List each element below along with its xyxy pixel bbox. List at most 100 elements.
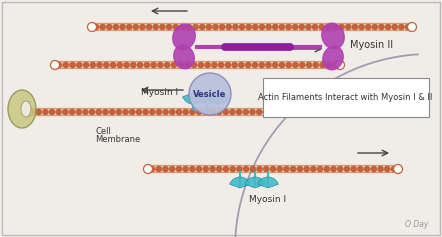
Circle shape (149, 109, 155, 115)
Circle shape (292, 24, 298, 30)
Circle shape (223, 166, 229, 172)
Circle shape (264, 43, 272, 51)
Circle shape (210, 166, 216, 172)
Circle shape (183, 109, 189, 115)
Circle shape (193, 24, 198, 30)
Circle shape (189, 73, 231, 115)
Circle shape (352, 24, 358, 30)
Circle shape (249, 43, 257, 51)
Circle shape (176, 109, 182, 115)
Circle shape (279, 24, 285, 30)
Circle shape (210, 109, 215, 115)
FancyBboxPatch shape (91, 23, 413, 31)
Wedge shape (209, 93, 229, 104)
Circle shape (313, 62, 319, 68)
Circle shape (224, 43, 232, 51)
Circle shape (164, 62, 170, 68)
Circle shape (243, 109, 249, 115)
Circle shape (312, 24, 318, 30)
Circle shape (384, 166, 390, 172)
Circle shape (171, 62, 177, 68)
Circle shape (76, 62, 82, 68)
Circle shape (316, 109, 322, 115)
Circle shape (151, 62, 156, 68)
Circle shape (206, 24, 212, 30)
Circle shape (343, 109, 349, 115)
Circle shape (183, 166, 189, 172)
Circle shape (199, 24, 205, 30)
Circle shape (277, 166, 283, 172)
Circle shape (304, 166, 309, 172)
Circle shape (23, 108, 33, 117)
Circle shape (283, 109, 289, 115)
Circle shape (221, 43, 229, 51)
Text: Cell: Cell (95, 127, 111, 136)
Circle shape (378, 24, 385, 30)
Circle shape (90, 62, 96, 68)
Circle shape (246, 24, 251, 30)
Circle shape (331, 166, 336, 172)
Circle shape (50, 60, 60, 69)
Ellipse shape (8, 90, 36, 128)
Circle shape (256, 109, 262, 115)
Circle shape (246, 43, 254, 51)
Circle shape (62, 109, 69, 115)
Circle shape (293, 62, 298, 68)
Circle shape (230, 43, 238, 51)
Circle shape (336, 109, 342, 115)
Circle shape (358, 24, 365, 30)
Circle shape (83, 109, 88, 115)
Circle shape (243, 43, 251, 51)
Circle shape (36, 109, 42, 115)
FancyBboxPatch shape (263, 77, 428, 117)
Circle shape (365, 24, 371, 30)
Circle shape (189, 109, 195, 115)
Circle shape (146, 24, 152, 30)
Text: Vesicle: Vesicle (193, 90, 227, 99)
Circle shape (299, 62, 305, 68)
Circle shape (344, 166, 350, 172)
Circle shape (160, 24, 165, 30)
Circle shape (270, 166, 276, 172)
Circle shape (306, 62, 312, 68)
Circle shape (319, 24, 325, 30)
Circle shape (136, 109, 142, 115)
Circle shape (198, 62, 204, 68)
Circle shape (56, 109, 62, 115)
Circle shape (173, 24, 179, 30)
Circle shape (243, 166, 249, 172)
Circle shape (69, 109, 75, 115)
Circle shape (144, 164, 152, 173)
Circle shape (89, 109, 95, 115)
Circle shape (258, 43, 266, 51)
Circle shape (271, 43, 278, 51)
Circle shape (218, 62, 224, 68)
Circle shape (88, 23, 96, 32)
Circle shape (144, 62, 150, 68)
Circle shape (232, 62, 238, 68)
Circle shape (236, 109, 242, 115)
Circle shape (129, 109, 135, 115)
Circle shape (377, 166, 384, 172)
Circle shape (156, 166, 162, 172)
Circle shape (110, 62, 116, 68)
Circle shape (256, 166, 263, 172)
Circle shape (286, 62, 292, 68)
Circle shape (330, 109, 335, 115)
Circle shape (184, 62, 191, 68)
Ellipse shape (323, 46, 343, 70)
Circle shape (263, 109, 269, 115)
Circle shape (239, 24, 245, 30)
Circle shape (103, 109, 108, 115)
Circle shape (232, 24, 238, 30)
Ellipse shape (21, 101, 31, 117)
Circle shape (229, 109, 236, 115)
Circle shape (305, 24, 312, 30)
Circle shape (233, 43, 241, 51)
Circle shape (96, 62, 103, 68)
Circle shape (63, 62, 69, 68)
Circle shape (163, 166, 168, 172)
Circle shape (299, 24, 305, 30)
Circle shape (280, 43, 288, 51)
Circle shape (143, 109, 149, 115)
